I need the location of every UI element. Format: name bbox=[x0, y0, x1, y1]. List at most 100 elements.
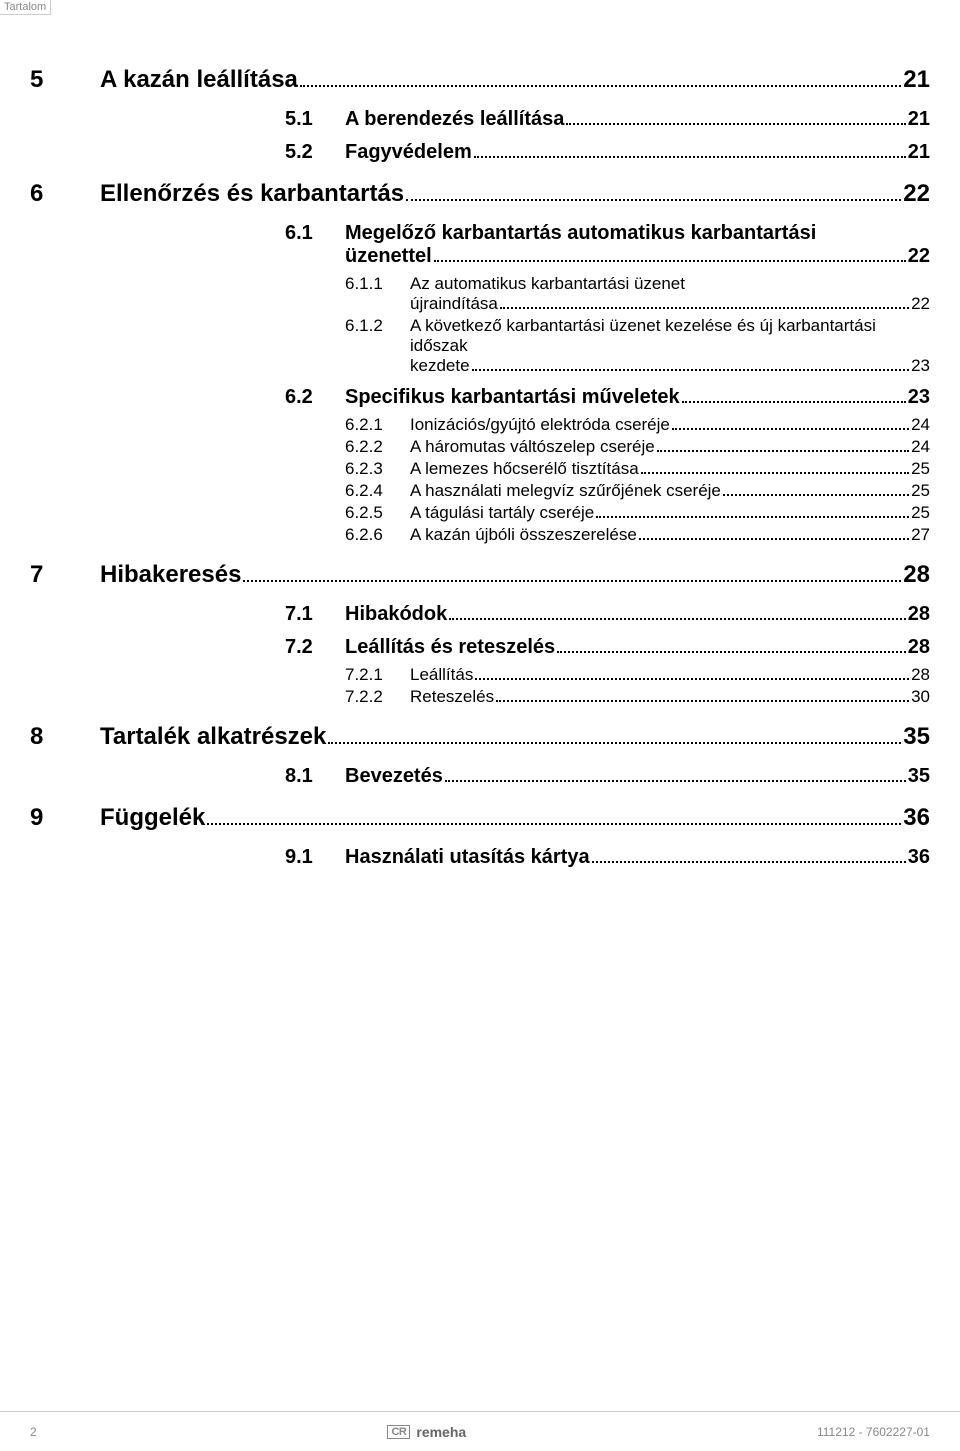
toc-title: Hibakeresés bbox=[100, 561, 241, 589]
toc-section-block: 5.1A berendezés leállítása 21 5.2Fagyvédel… bbox=[285, 108, 930, 164]
toc-row: Reteszelés 30 bbox=[410, 687, 930, 707]
toc-chapter: 9Függelék36 bbox=[30, 804, 930, 832]
toc-title: Tartalék alkatrészek bbox=[100, 723, 326, 751]
leader-dots bbox=[641, 464, 909, 474]
leader-dots bbox=[566, 113, 905, 125]
toc-subsection: 6.2.1Ionizációs/gyújtó elektróda cseréje… bbox=[345, 415, 930, 435]
footer-doc-ref: 111212 - 7602227-01 bbox=[817, 1425, 930, 1439]
brand-name: remeha bbox=[416, 1424, 466, 1440]
toc-section: 7.1Hibakódok28 bbox=[285, 603, 930, 626]
leader-dots bbox=[500, 299, 909, 309]
toc-title: Ellenőrzés és karbantartás bbox=[100, 180, 404, 208]
leader-dots bbox=[445, 770, 906, 782]
toc-subsection-num: 6.2.5 bbox=[345, 503, 410, 523]
toc-title: Bevezetés bbox=[345, 765, 443, 788]
toc-page: 24 bbox=[911, 437, 930, 457]
toc-title: Reteszelés bbox=[410, 687, 494, 707]
toc-title: Leállítás bbox=[410, 665, 473, 685]
toc-title: Megelőző karbantartás automatikus karban… bbox=[345, 222, 930, 245]
toc-subsection: 6.1.1Az automatikus karbantartási üzenet… bbox=[345, 274, 930, 314]
toc-title: A használati melegvíz szűrőjének cseréje bbox=[410, 481, 721, 501]
toc-subsection-num: 6.2.4 bbox=[345, 481, 410, 501]
leader-dots bbox=[406, 187, 901, 201]
toc-title-tail: újraindítása bbox=[410, 294, 498, 314]
toc-page: 27 bbox=[911, 525, 930, 545]
toc-section-num: 7.2 bbox=[285, 636, 345, 659]
toc-title: Specifikus karbantartási műveletek bbox=[345, 386, 680, 409]
toc-title: A tágulási tartály cseréje bbox=[410, 503, 594, 523]
toc-subsection-num: 6.2.6 bbox=[345, 525, 410, 545]
toc-subsection: 6.2.5A tágulási tartály cseréje 25 bbox=[345, 503, 930, 523]
toc-row: Hibakódok 28 bbox=[345, 603, 930, 626]
toc-title: A kazán újbóli összeszerelése bbox=[410, 525, 637, 545]
toc-subsection: 6.2.2A háromutas váltószelep cseréje24 bbox=[345, 437, 930, 457]
toc-page: 35 bbox=[908, 765, 930, 788]
toc-title: A berendezés leállítása bbox=[345, 108, 564, 131]
toc-row: A használati melegvíz szűrőjének cseréje… bbox=[410, 481, 930, 501]
toc-page: 36 bbox=[903, 804, 930, 832]
toc-page: 22 bbox=[903, 180, 930, 208]
toc-row: Használati utasítás kártya36 bbox=[345, 846, 930, 869]
toc-page: 21 bbox=[908, 108, 930, 131]
toc-row: A kazán leállítása21 bbox=[100, 66, 930, 94]
toc-subsection-block: 7.2.1Leállítás287.2.2Reteszelés30 bbox=[285, 665, 930, 707]
toc-page: 24 bbox=[911, 415, 930, 435]
leader-dots bbox=[592, 851, 906, 863]
toc-title: Függelék bbox=[100, 804, 205, 832]
toc-subsection: 6.2.3A lemezes hőcserélő tisztítása25 bbox=[345, 459, 930, 479]
toc-title: A háromutas váltószelep cseréje bbox=[410, 437, 655, 457]
toc-title: A lemezes hőcserélő tisztítása bbox=[410, 459, 639, 479]
toc-section-num: 5.1 bbox=[285, 108, 345, 131]
toc-page: 21 bbox=[908, 141, 930, 164]
toc-title: Ionizációs/gyújtó elektróda cseréje bbox=[410, 415, 670, 435]
toc-page: 25 bbox=[911, 503, 930, 523]
toc-section-block: 8.1Bevezetés 35 bbox=[285, 765, 930, 788]
leader-dots bbox=[475, 670, 909, 680]
toc-row: A háromutas váltószelep cseréje 24 bbox=[410, 437, 930, 457]
toc-page: 21 bbox=[903, 66, 930, 94]
toc-section: 7.2Leállítás és reteszelés28 bbox=[285, 636, 930, 659]
toc-section-block: 6.1Megelőző karbantartás automatikus kar… bbox=[285, 222, 930, 545]
toc-chapter-num: 5 bbox=[30, 66, 100, 94]
leader-dots bbox=[300, 73, 901, 87]
toc-page: 25 bbox=[911, 481, 930, 501]
toc-row: Ionizációs/gyújtó elektróda cseréje 24 bbox=[410, 415, 930, 435]
toc-section: 9.1Használati utasítás kártya36 bbox=[285, 846, 930, 869]
toc-row: A következő karbantartási üzenet kezelés… bbox=[410, 316, 930, 376]
leader-dots bbox=[672, 420, 909, 430]
toc-row: Az automatikus karbantartási üzenetújrai… bbox=[410, 274, 930, 314]
brand-logo-icon: CR bbox=[387, 1425, 410, 1439]
leader-dots bbox=[207, 811, 901, 825]
leader-dots bbox=[243, 568, 901, 582]
toc-section-block: 9.1Használati utasítás kártya36 bbox=[285, 846, 930, 869]
footer-brand: CR remeha bbox=[387, 1424, 466, 1440]
toc-chapter: 5A kazán leállítása21 bbox=[30, 66, 930, 94]
toc-section: 6.2Specifikus karbantartási műveletek23 bbox=[285, 386, 930, 409]
toc-section-num: 6.1 bbox=[285, 222, 345, 245]
toc-row: Leállítás28 bbox=[410, 665, 930, 685]
toc-section-num: 5.2 bbox=[285, 141, 345, 164]
leader-dots bbox=[449, 608, 906, 620]
toc-row: Hibakeresés 28 bbox=[100, 561, 930, 589]
toc-chapter-num: 7 bbox=[30, 561, 100, 589]
toc-subsection-block: 6.2.1Ionizációs/gyújtó elektróda cseréje… bbox=[285, 415, 930, 545]
toc-row: Ellenőrzés és karbantartás 22 bbox=[100, 180, 930, 208]
toc-subsection-num: 6.2.1 bbox=[345, 415, 410, 435]
toc-page: 36 bbox=[908, 846, 930, 869]
leader-dots bbox=[682, 391, 906, 403]
toc-page: 28 bbox=[908, 603, 930, 626]
toc-row: Fagyvédelem21 bbox=[345, 141, 930, 164]
toc-chapter: 8Tartalék alkatrészek35 bbox=[30, 723, 930, 751]
toc-page: 28 bbox=[903, 561, 930, 589]
leader-dots bbox=[639, 530, 909, 540]
toc-row: Specifikus karbantartási műveletek23 bbox=[345, 386, 930, 409]
toc-row: Leállítás és reteszelés28 bbox=[345, 636, 930, 659]
toc-row: A tágulási tartály cseréje 25 bbox=[410, 503, 930, 523]
toc-title: A következő karbantartási üzenet kezelés… bbox=[410, 316, 930, 356]
toc-section-num: 8.1 bbox=[285, 765, 345, 788]
toc-subsection: 6.2.6A kazán újbóli összeszerelése 27 bbox=[345, 525, 930, 545]
toc-section-num: 9.1 bbox=[285, 846, 345, 869]
toc-title: Hibakódok bbox=[345, 603, 447, 626]
toc-page: 30 bbox=[911, 687, 930, 707]
toc-page: 25 bbox=[911, 459, 930, 479]
